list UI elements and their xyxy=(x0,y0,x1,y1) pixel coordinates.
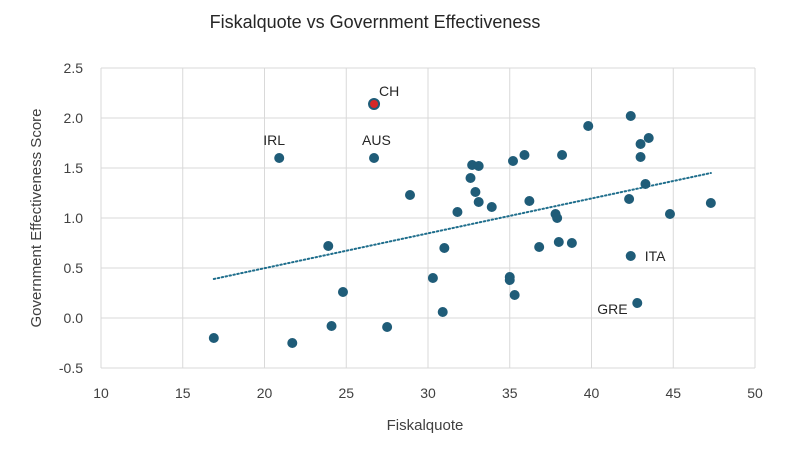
point-label: IRL xyxy=(263,132,285,148)
data-point xyxy=(635,152,646,162)
data-point xyxy=(465,173,476,183)
x-tick-label: 15 xyxy=(175,385,191,401)
data-point xyxy=(208,333,219,343)
point-label: AUS xyxy=(362,132,391,148)
x-axis-title: Fiskalquote xyxy=(387,417,464,434)
axis-ticks: 10 15 20 25 30 35 40 45 50 -0.5 0.0 0.5 1.0 1.5 2.0 2.5 xyxy=(59,60,763,401)
x-tick-label: 20 xyxy=(257,385,273,401)
data-point xyxy=(534,242,545,252)
y-tick-label: 1.5 xyxy=(64,160,84,176)
data-point xyxy=(473,197,484,207)
y-tick-label: 0.5 xyxy=(64,260,84,276)
y-tick-label: 2.5 xyxy=(64,60,84,76)
y-tick-label: 1.0 xyxy=(64,210,84,226)
x-tick-label: 25 xyxy=(338,385,354,401)
data-point xyxy=(519,150,530,160)
data-point xyxy=(524,196,535,206)
data-point xyxy=(625,111,636,121)
data-point xyxy=(473,161,484,171)
y-axis-title: Government Effectiveness Score xyxy=(28,109,45,328)
data-point xyxy=(566,238,577,248)
data-point xyxy=(470,187,481,197)
data-point xyxy=(405,190,416,200)
data-point xyxy=(632,298,643,308)
x-tick-label: 50 xyxy=(747,385,763,401)
data-point xyxy=(452,207,463,217)
y-tick-label: 0.0 xyxy=(64,310,84,326)
data-point xyxy=(509,290,520,300)
data-point xyxy=(326,321,337,331)
x-tick-label: 40 xyxy=(584,385,600,401)
data-point xyxy=(437,307,448,317)
data-point xyxy=(552,213,563,223)
data-point xyxy=(439,243,450,253)
data-point xyxy=(382,322,393,332)
chart-title: Fiskalquote vs Government Effectiveness xyxy=(210,12,541,32)
x-tick-label: 10 xyxy=(93,385,109,401)
data-point xyxy=(486,202,497,212)
data-point xyxy=(337,287,348,297)
data-point xyxy=(624,194,635,204)
data-point xyxy=(557,150,568,160)
x-tick-label: 45 xyxy=(665,385,681,401)
data-point xyxy=(583,121,594,131)
point-labels: IRL AUS CH ITA GRE xyxy=(263,83,666,317)
trendline xyxy=(212,172,712,280)
data-point xyxy=(427,273,438,283)
data-point xyxy=(287,338,298,348)
data-point xyxy=(504,275,515,285)
point-label: CH xyxy=(379,83,399,99)
y-tick-label: -0.5 xyxy=(59,360,83,376)
data-point xyxy=(705,198,716,208)
point-label: GRE xyxy=(597,301,627,317)
data-point xyxy=(635,139,646,149)
data-point xyxy=(643,133,654,143)
y-tick-label: 2.0 xyxy=(64,110,84,126)
x-tick-label: 35 xyxy=(502,385,518,401)
data-point xyxy=(323,241,334,251)
x-tick-label: 30 xyxy=(420,385,436,401)
data-point xyxy=(553,237,564,247)
data-point xyxy=(369,153,380,163)
data-points xyxy=(208,98,716,348)
grid xyxy=(100,67,756,369)
data-point-highlighted xyxy=(368,98,381,110)
data-point xyxy=(664,209,675,219)
data-point xyxy=(625,251,636,261)
point-label: ITA xyxy=(645,248,666,264)
data-point xyxy=(274,153,285,163)
data-point xyxy=(508,156,519,166)
data-point xyxy=(640,179,651,189)
